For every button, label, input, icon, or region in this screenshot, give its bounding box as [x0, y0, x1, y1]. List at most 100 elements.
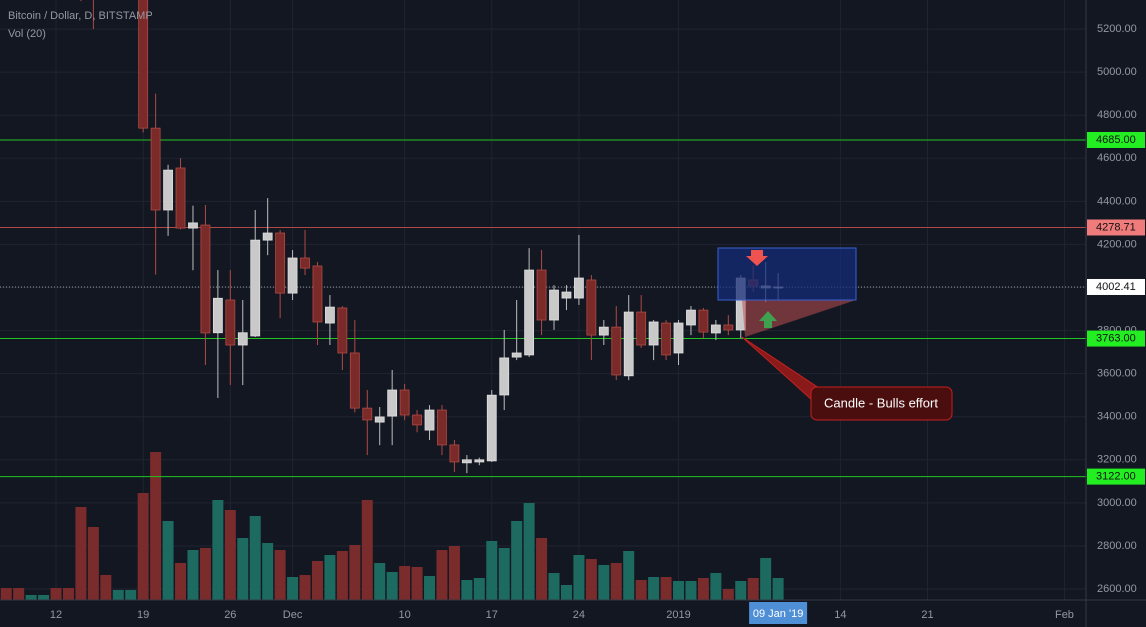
- price-line-label: 4685.00: [1096, 134, 1136, 146]
- price-line-label-bg: [1087, 219, 1145, 236]
- candle-body: [250, 239, 261, 337]
- volume-bar: [199, 548, 211, 600]
- volume-bar: [436, 550, 448, 600]
- candle-body: [349, 352, 360, 409]
- volume-bar: [585, 559, 597, 600]
- candle-body: [150, 127, 161, 211]
- price-line-label: 4278.71: [1096, 221, 1136, 233]
- candle-body: [138, 0, 149, 129]
- x-tick-label: 14: [834, 609, 846, 621]
- volume-bar: [747, 578, 759, 600]
- candle-body: [175, 167, 186, 229]
- volume-bar: [461, 580, 473, 600]
- volume-bar: [237, 538, 249, 600]
- volume-bar: [685, 581, 697, 600]
- x-tick-label: 10: [398, 609, 410, 621]
- volume-bar: [473, 578, 485, 600]
- candle-body: [549, 289, 559, 321]
- volume-bar: [598, 565, 610, 600]
- volume-bar: [361, 500, 373, 600]
- candle-body: [399, 389, 410, 416]
- y-tick-label: 5200.00: [1097, 23, 1137, 35]
- x-tick-label: 21: [921, 609, 933, 621]
- volume-bar: [735, 581, 747, 600]
- y-tick-label: 4600.00: [1097, 152, 1137, 164]
- candle-body: [511, 352, 522, 358]
- candle-body: [287, 257, 298, 294]
- candle-body: [362, 407, 373, 421]
- volume-bar: [386, 572, 398, 600]
- candle-body: [212, 297, 223, 334]
- price-line-label-bg: [1087, 131, 1145, 148]
- callout-box: [810, 386, 953, 421]
- volume-bar: [424, 576, 436, 600]
- last-price-label: 4002.41: [1096, 281, 1136, 293]
- volume-bar: [536, 538, 548, 600]
- last-price-label-bg: [1087, 278, 1145, 295]
- volume-bar: [75, 507, 87, 600]
- volume-bar: [660, 577, 672, 600]
- volume-bar: [374, 563, 386, 600]
- candle-body: [337, 307, 348, 354]
- candle-body: [536, 269, 547, 321]
- volume-bar: [212, 500, 224, 600]
- candle-body: [598, 326, 609, 336]
- candle-body: [312, 265, 323, 323]
- volume-bar: [399, 566, 411, 600]
- volume-bar: [697, 578, 709, 600]
- candle-body: [524, 269, 535, 356]
- candle-body: [325, 306, 335, 324]
- y-tick-label: 3400.00: [1097, 411, 1137, 423]
- volume-bar: [523, 503, 535, 600]
- volume-bar: [125, 590, 137, 600]
- axes: 2600.00 2800.00 3000.00 3200.00 3400.00 3600.…: [50, 23, 1145, 624]
- y-tick-label: 2600.00: [1097, 583, 1137, 595]
- price-line-label: 3122.00: [1096, 471, 1136, 483]
- candle-body: [611, 326, 622, 376]
- callout-text: Candle - Bulls effort: [824, 395, 938, 410]
- volume-bar: [710, 573, 722, 600]
- volume-bar: [623, 551, 635, 600]
- volume-bar: [311, 561, 323, 600]
- candle-body: [648, 321, 659, 346]
- volume-bar: [175, 563, 187, 600]
- candle-body: [673, 322, 684, 354]
- y-tick-label: 2800.00: [1097, 540, 1137, 552]
- volume-bar: [722, 589, 734, 600]
- candle-body: [561, 291, 572, 299]
- x-tick-label: 12: [50, 609, 62, 621]
- volume-bar: [62, 588, 74, 600]
- candle-body: [574, 277, 584, 299]
- x-tick-label: 17: [486, 609, 498, 621]
- volume-bar: [448, 546, 460, 600]
- volume-bar: [411, 567, 423, 600]
- price-line-label-bg: [1087, 330, 1145, 347]
- volume-bar: [560, 585, 572, 600]
- y-tick-label: 3200.00: [1097, 454, 1137, 466]
- y-tick-label: 4200.00: [1097, 238, 1137, 250]
- candle-body: [623, 311, 634, 377]
- price-line-label-bg: [1087, 468, 1145, 485]
- volume-bar: [262, 543, 274, 600]
- down-arrow: [746, 250, 768, 266]
- volume-bar: [150, 452, 162, 600]
- volume-bar: [498, 548, 510, 600]
- candle-body: [710, 324, 721, 334]
- volume-bar: [100, 575, 112, 600]
- candle-body: [449, 444, 460, 463]
- candle-body: [412, 414, 422, 426]
- volume-bar: [287, 577, 299, 600]
- volume-bar: [25, 595, 37, 600]
- legend-volume: Vol (20): [8, 28, 46, 40]
- candle-body: [636, 311, 647, 346]
- candle-body: [661, 322, 671, 356]
- candles: [80, 0, 784, 474]
- candle-body: [262, 232, 273, 241]
- volume-bar: [187, 550, 199, 600]
- candle-body: [225, 299, 236, 346]
- grid: [0, 0, 1086, 600]
- volume-bar: [137, 493, 149, 600]
- candle-body: [686, 309, 696, 326]
- candle-body: [387, 389, 398, 417]
